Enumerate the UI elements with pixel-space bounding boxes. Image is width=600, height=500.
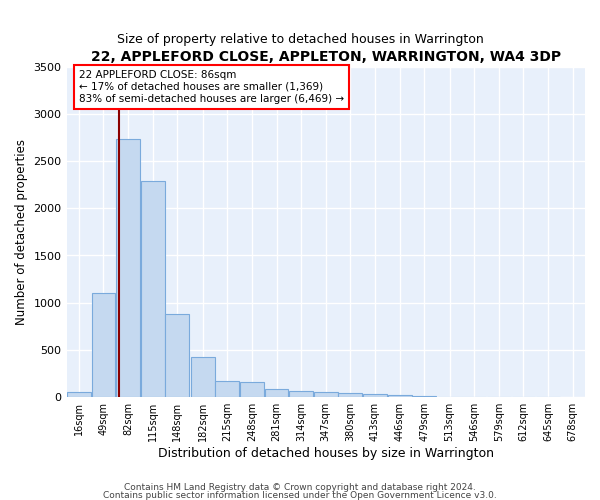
- Bar: [265, 388, 289, 397]
- Bar: [363, 394, 387, 397]
- Bar: [191, 356, 215, 397]
- Bar: [141, 181, 164, 397]
- Bar: [92, 294, 115, 397]
- Bar: [166, 314, 189, 397]
- Bar: [67, 392, 91, 397]
- Bar: [240, 382, 264, 397]
- Bar: [289, 391, 313, 397]
- Bar: [215, 381, 239, 397]
- Text: Contains public sector information licensed under the Open Government Licence v3: Contains public sector information licen…: [103, 491, 497, 500]
- Bar: [412, 396, 436, 397]
- Text: Size of property relative to detached houses in Warrington: Size of property relative to detached ho…: [116, 32, 484, 46]
- Bar: [388, 396, 412, 397]
- Bar: [314, 392, 338, 397]
- Bar: [338, 394, 362, 397]
- Text: 22 APPLEFORD CLOSE: 86sqm
← 17% of detached houses are smaller (1,369)
83% of se: 22 APPLEFORD CLOSE: 86sqm ← 17% of detac…: [79, 70, 344, 104]
- X-axis label: Distribution of detached houses by size in Warrington: Distribution of detached houses by size …: [158, 447, 494, 460]
- Bar: [116, 140, 140, 397]
- Text: Contains HM Land Registry data © Crown copyright and database right 2024.: Contains HM Land Registry data © Crown c…: [124, 484, 476, 492]
- Y-axis label: Number of detached properties: Number of detached properties: [15, 139, 28, 325]
- Title: 22, APPLEFORD CLOSE, APPLETON, WARRINGTON, WA4 3DP: 22, APPLEFORD CLOSE, APPLETON, WARRINGTO…: [91, 50, 561, 64]
